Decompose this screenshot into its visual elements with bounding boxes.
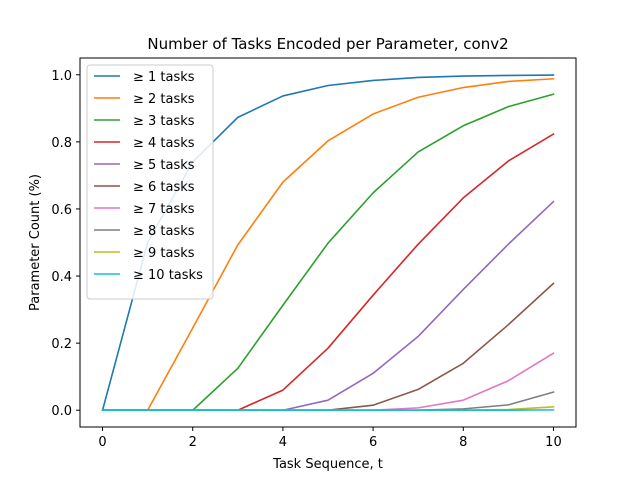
y-tick-label: 0.6 [51, 203, 72, 218]
y-tick-label: 0.0 [51, 404, 72, 419]
x-tick-label: 6 [369, 435, 377, 450]
chart-title: Number of Tasks Encoded per Parameter, c… [147, 35, 508, 53]
series-line-7 [101, 352, 555, 412]
y-tick-label: 1.0 [51, 69, 72, 84]
x-tick-label: 4 [279, 435, 287, 450]
legend-label-3: ≥ 3 tasks [133, 114, 195, 129]
x-tick-label: 2 [189, 435, 197, 450]
legend-label-5: ≥ 5 tasks [133, 158, 195, 173]
legend-label-7: ≥ 7 tasks [133, 202, 195, 217]
legend-label-4: ≥ 4 tasks [133, 136, 195, 151]
legend-label-2: ≥ 2 tasks [133, 92, 195, 107]
y-tick-label: 0.2 [51, 337, 72, 352]
legend-label-8: ≥ 8 tasks [133, 224, 195, 239]
series-line-8 [101, 391, 555, 412]
x-axis-label: Task Sequence, t [272, 457, 383, 472]
legend: ≥ 1 tasks ≥ 2 tasks ≥ 3 tasks ≥ 4 tasks ≥ 5 … [86, 64, 214, 300]
axes-frame [79, 57, 577, 428]
plot-area [101, 74, 555, 412]
x-tick-label: 8 [459, 435, 467, 450]
legend-label-10: ≥ 10 tasks [133, 268, 203, 283]
legend-label-9: ≥ 9 tasks [133, 246, 195, 261]
x-axis: 0 2 4 6 8 10 [98, 427, 562, 450]
series-line-2 [101, 77, 555, 412]
y-tick-label: 0.4 [51, 270, 72, 285]
y-tick-label: 0.8 [51, 136, 72, 151]
legend-box [86, 64, 214, 300]
x-tick-label: 10 [545, 435, 562, 450]
legend-label-1: ≥ 1 tasks [133, 70, 195, 85]
x-tick-label: 0 [98, 435, 106, 450]
y-axis-label: Parameter Count (%) [28, 174, 43, 311]
legend-label-6: ≥ 6 tasks [133, 180, 195, 195]
y-axis: 0.0 0.2 0.4 0.6 0.8 1.0 [51, 69, 80, 419]
